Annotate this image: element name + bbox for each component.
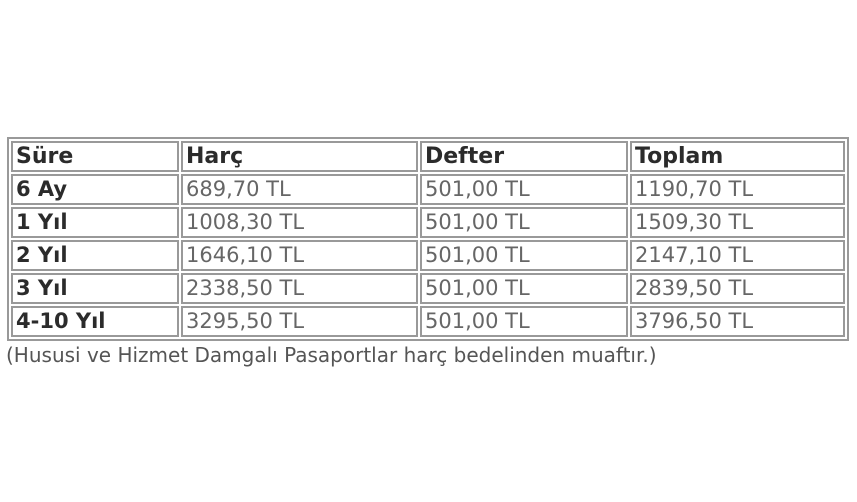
table-cell: 2839,50 TL [630,273,845,304]
table-cell: 501,00 TL [420,207,628,238]
table-cell: 501,00 TL [420,240,628,271]
table-cell: 3295,50 TL [181,306,418,337]
table-cell: 1190,70 TL [630,174,845,205]
table-header-row: Süre Harç Defter Toplam [11,141,845,172]
table-row: 2 Yıl 1646,10 TL 501,00 TL 2147,10 TL [11,240,845,271]
header-cell: Harç [181,141,418,172]
table-cell: 3 Yıl [11,273,179,304]
header-cell: Toplam [630,141,845,172]
table-cell: 2 Yıl [11,240,179,271]
table-row: 4-10 Yıl 3295,50 TL 501,00 TL 3796,50 TL [11,306,845,337]
table-cell: 2147,10 TL [630,240,845,271]
table-cell: 3796,50 TL [630,306,845,337]
table-row: 6 Ay 689,70 TL 501,00 TL 1190,70 TL [11,174,845,205]
table-cell: 6 Ay [11,174,179,205]
header-cell: Süre [11,141,179,172]
table-cell: 1646,10 TL [181,240,418,271]
table-cell: 501,00 TL [420,174,628,205]
table-cell: 1509,30 TL [630,207,845,238]
table-cell: 689,70 TL [181,174,418,205]
table-cell: 1008,30 TL [181,207,418,238]
table-cell: 501,00 TL [420,273,628,304]
table-cell: 1 Yıl [11,207,179,238]
exemption-note: (Hususi ve Hizmet Damgalı Pasaportlar ha… [6,343,657,367]
table-cell: 4-10 Yıl [11,306,179,337]
header-cell: Defter [420,141,628,172]
table-cell: 2338,50 TL [181,273,418,304]
table-row: 3 Yıl 2338,50 TL 501,00 TL 2839,50 TL [11,273,845,304]
table-row: 1 Yıl 1008,30 TL 501,00 TL 1509,30 TL [11,207,845,238]
passport-fee-table: Süre Harç Defter Toplam 6 Ay 689,70 TL 501… [7,137,849,341]
table-cell: 501,00 TL [420,306,628,337]
